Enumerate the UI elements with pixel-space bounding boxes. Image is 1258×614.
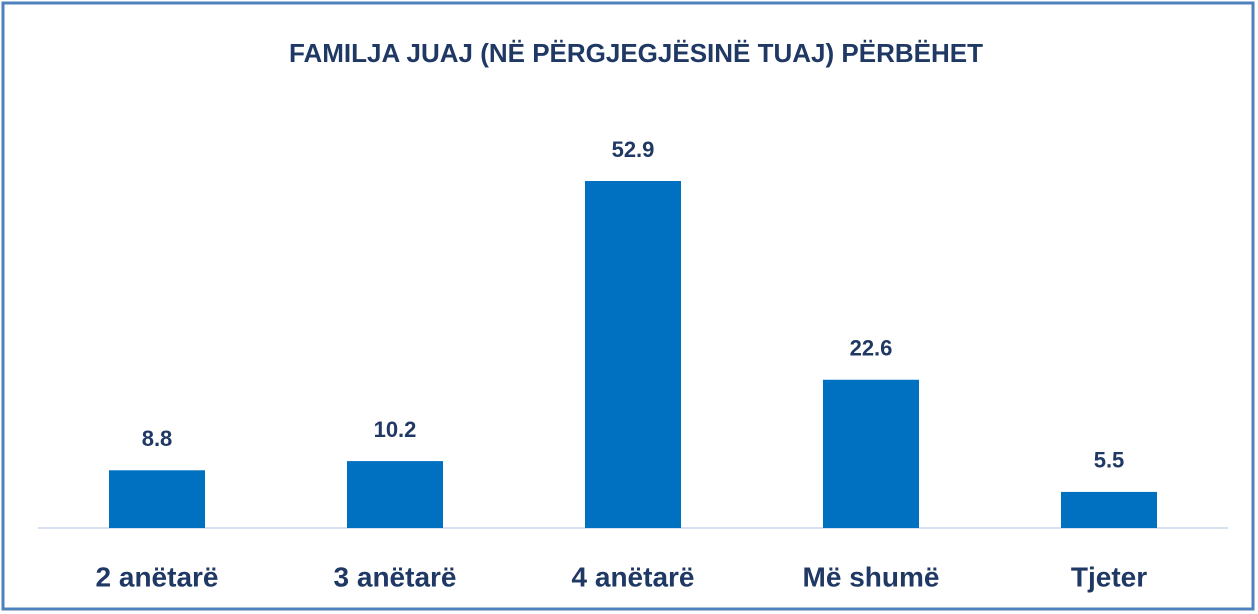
value-label: 8.8 (142, 426, 173, 451)
x-tick-label: 2 anëtarë (96, 561, 219, 592)
x-tick-label: Më shumë (803, 561, 940, 592)
x-tick-label: 4 anëtarë (572, 561, 695, 592)
value-label: 5.5 (1094, 448, 1125, 473)
chart-title: FAMILJA JUAJ (NË PËRGJEGJËSINË TUAJ) PËR… (289, 38, 983, 68)
bar (823, 379, 919, 528)
x-tick-label: Tjeter (1071, 561, 1147, 592)
bar (347, 461, 443, 528)
value-label: 10.2 (374, 417, 417, 442)
bar (109, 470, 205, 528)
x-tick-label: 3 anëtarë (334, 561, 457, 592)
bar (585, 181, 681, 528)
value-label: 52.9 (612, 137, 655, 162)
bar (1061, 491, 1157, 528)
value-label: 22.6 (850, 336, 893, 361)
